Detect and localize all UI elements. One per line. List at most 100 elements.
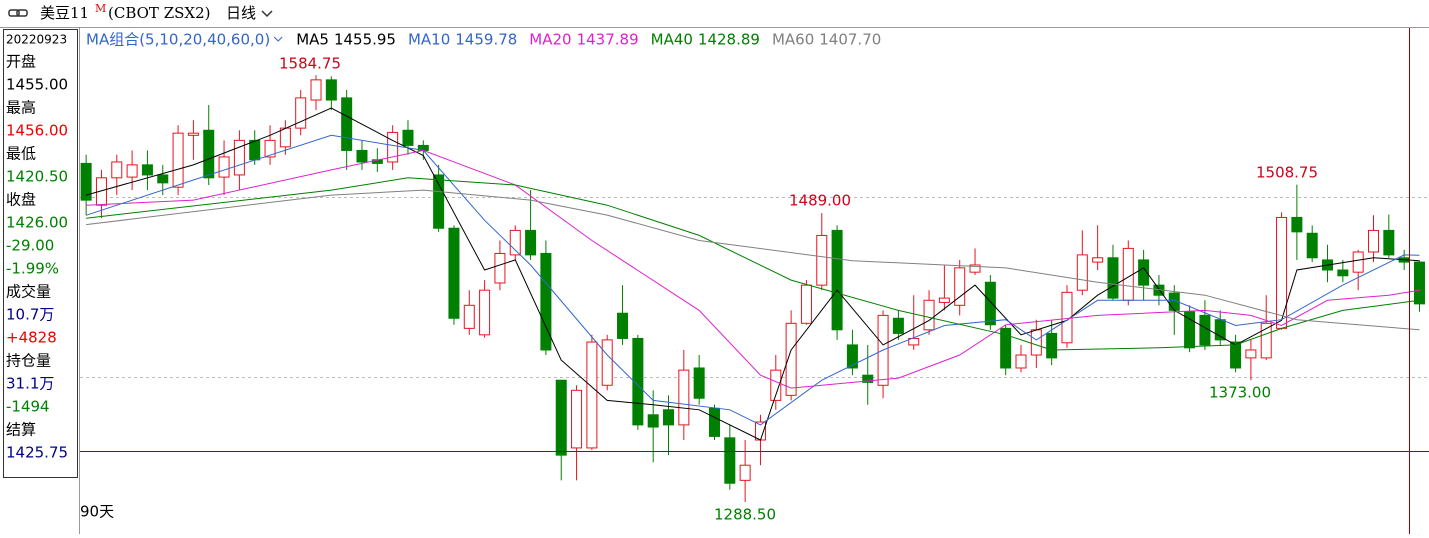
info-value: 10.7万: [6, 306, 54, 324]
candle-body: [433, 174, 445, 229]
legend-value: 1455.95: [334, 31, 396, 49]
candle-body: [126, 164, 138, 178]
info-value: 1456.00: [6, 122, 68, 140]
info-value: 1426.00: [6, 214, 68, 232]
candle-body: [295, 97, 307, 129]
candle-body: [1214, 319, 1226, 341]
candle-body: [218, 156, 230, 178]
candle-body: [509, 229, 521, 256]
candle-body: [1030, 329, 1042, 356]
candle-body: [1076, 254, 1088, 291]
candle-body: [816, 234, 828, 286]
candle-body: [938, 297, 950, 303]
legend-value: 1437.89: [577, 31, 639, 49]
info-label: 最低: [6, 145, 36, 163]
info-change: +4828: [6, 329, 57, 347]
candle-body: [571, 389, 583, 449]
candle-body: [264, 139, 276, 158]
candle-body: [203, 129, 215, 179]
candle-body: [249, 139, 261, 161]
candle-body: [341, 97, 353, 151]
price-annotation: 1373.00: [1209, 384, 1271, 402]
symbol-mark: M: [95, 2, 106, 15]
candle-body: [969, 264, 981, 273]
candle-body: [540, 252, 552, 351]
candle-body: [892, 317, 904, 334]
price-annotation: 1508.75: [1256, 164, 1318, 182]
candle-body: [954, 267, 966, 306]
candle-body: [1184, 311, 1196, 349]
candle-body: [325, 79, 337, 101]
candle-body: [693, 367, 705, 399]
candle-body: [1230, 341, 1242, 369]
candle-body: [617, 312, 629, 339]
candle-body: [387, 131, 399, 163]
candle-body: [1245, 349, 1257, 359]
period-selector[interactable]: 日线: [226, 4, 256, 22]
candle-body: [157, 174, 169, 184]
candle-body: [479, 289, 491, 336]
candle-body: [1413, 261, 1425, 305]
candle-body: [233, 139, 245, 176]
info-label: 最高: [6, 99, 36, 117]
info-label: 开盘: [6, 53, 36, 71]
candle-body: [1260, 322, 1272, 359]
candle-body: [402, 129, 414, 146]
price-annotation: 1288.50: [714, 506, 776, 524]
info-value: 1425.75: [6, 444, 68, 462]
candle-body: [831, 229, 843, 331]
header-bar: [0, 0, 1429, 27]
ma-line: [85, 134, 1420, 426]
info-label: 结算: [6, 421, 36, 439]
plot: [80, 75, 1425, 502]
candle-body: [908, 337, 920, 346]
candle-body: [356, 149, 368, 163]
candle-body: [310, 79, 322, 101]
info-label: 持仓量: [6, 352, 51, 370]
candle-body: [172, 132, 184, 188]
info-label: 成交量: [6, 283, 51, 301]
info-date: 20220923: [6, 33, 67, 47]
candle-body: [632, 337, 644, 426]
candle-body: [770, 369, 782, 401]
candle-body: [785, 322, 797, 396]
candle-body: [1368, 229, 1380, 253]
candle-body: [1306, 232, 1318, 259]
link-icon: [8, 9, 28, 17]
info-change: -1.99%: [6, 260, 59, 278]
candle-body: [555, 379, 567, 456]
candle-body: [984, 281, 996, 326]
candle-body: [724, 437, 736, 484]
candle-body: [1015, 354, 1027, 369]
candle-body: [846, 344, 858, 369]
candle-body: [141, 164, 153, 176]
candle-body: [279, 127, 291, 148]
legend-value: 1459.78: [455, 31, 517, 49]
dropdown-arrow: [273, 36, 283, 42]
candle-body: [1276, 216, 1288, 329]
candle-body: [601, 339, 613, 386]
legend-name: MA20: [529, 31, 571, 49]
candle-body: [494, 252, 506, 284]
candle-body: [187, 132, 199, 136]
candle-body: [800, 284, 812, 324]
info-value: 1455.00: [6, 76, 68, 94]
candle-body: [525, 229, 537, 256]
candle-body: [647, 414, 659, 428]
candle-body: [1046, 332, 1058, 359]
dropdown-arrow[interactable]: [261, 10, 273, 18]
info-change: -1494: [6, 398, 50, 416]
info-value: 1420.50: [6, 168, 68, 186]
candle-body: [448, 227, 460, 319]
legend-name: MA40: [651, 31, 693, 49]
candle-body: [739, 464, 751, 481]
ma-line: [86, 149, 1420, 389]
candle-body: [862, 374, 874, 383]
indicator-selector[interactable]: MA组合(5,10,20,40,60,0): [86, 31, 270, 49]
legend-value: 1428.89: [698, 31, 760, 49]
legend-name: MA60: [772, 31, 814, 49]
symbol: 美豆11: [40, 4, 89, 22]
info-label: 收盘: [6, 191, 36, 209]
info-panel: [3, 29, 78, 478]
